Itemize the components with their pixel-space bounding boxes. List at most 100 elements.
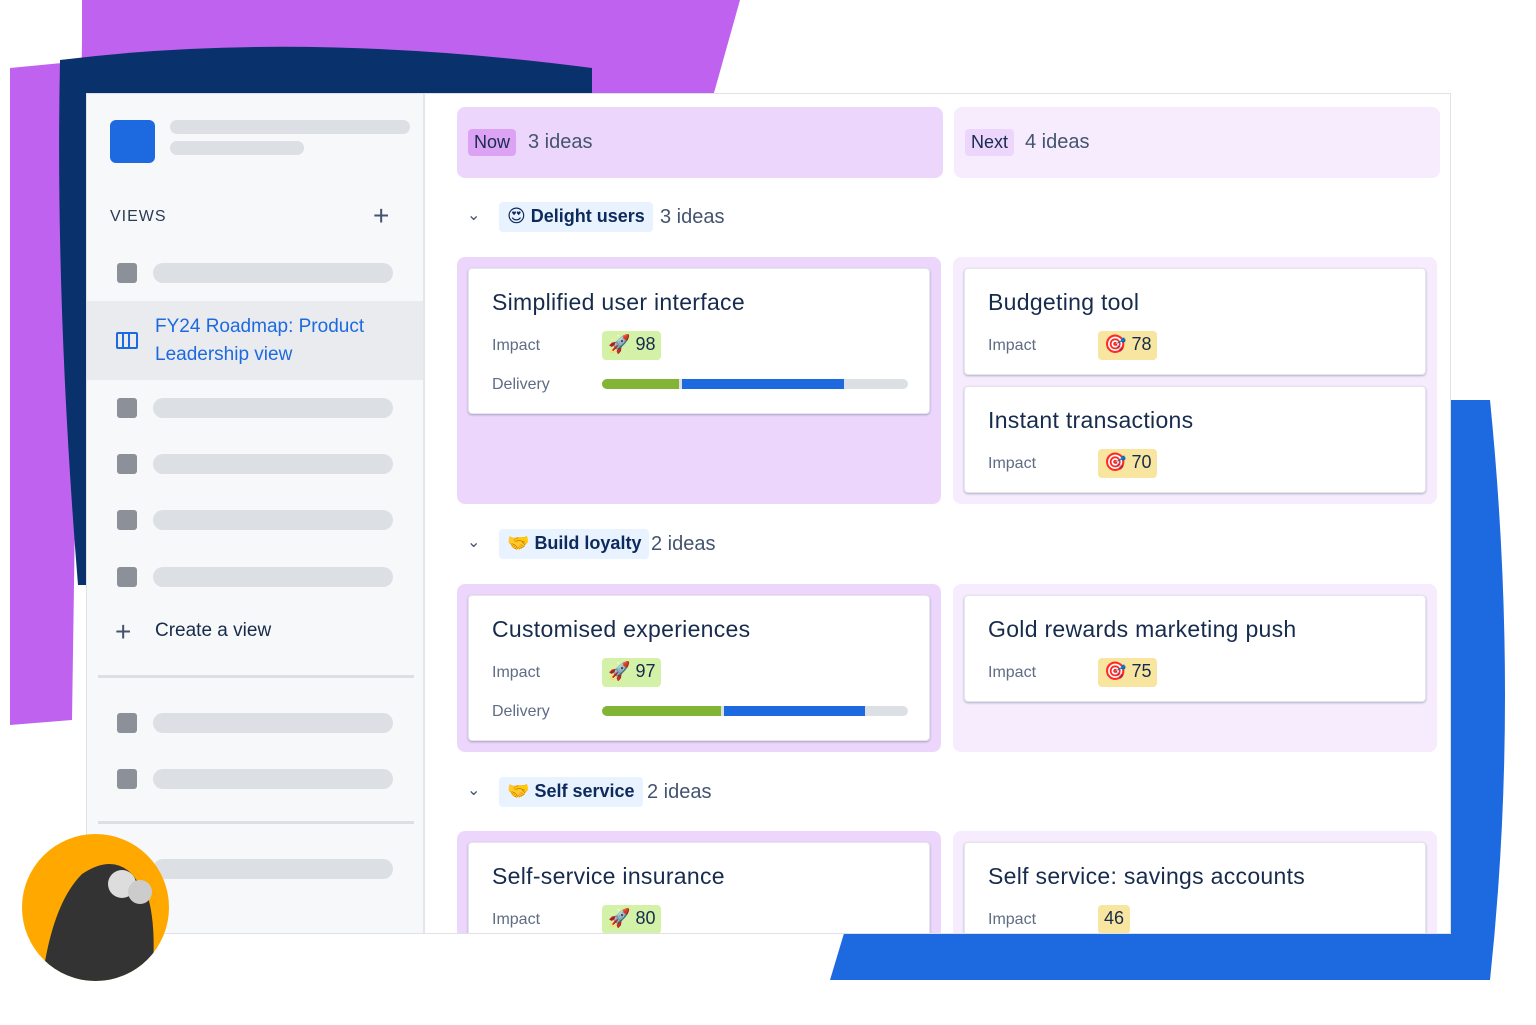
card-title: Gold rewards marketing push	[988, 616, 1297, 642]
impact-label: Impact	[988, 455, 1037, 472]
lane-now: Simplified user interface Impact 🚀 98 De…	[457, 257, 941, 504]
handshake-icon: 🤝	[507, 781, 530, 801]
idea-card[interactable]: Simplified user interface Impact 🚀 98 De…	[468, 268, 930, 414]
group-name: Build loyalty	[534, 533, 642, 553]
impact-label: Impact	[492, 911, 541, 928]
board-columns-icon	[116, 332, 138, 349]
lane-now: Self-service insurance Impact 🚀 80	[457, 831, 941, 933]
impact-badge: 🚀 97	[602, 658, 662, 687]
view-icon	[117, 398, 137, 418]
views-heading: VIEWS	[110, 208, 167, 225]
impact-badge: 🎯 75	[1098, 658, 1158, 687]
chevron-down-icon[interactable]: ⌄	[467, 782, 481, 799]
card-title: Simplified user interface	[492, 289, 745, 315]
group-name: Self service	[534, 781, 635, 801]
idea-card[interactable]: Instant transactions Impact 🎯 70	[964, 386, 1426, 493]
lane-now: Customised experiences Impact 🚀 97 Deliv…	[457, 584, 941, 752]
avatar	[22, 834, 169, 981]
sidebar-item-placeholder[interactable]	[153, 713, 393, 733]
divider	[98, 821, 414, 824]
chevron-down-icon[interactable]: ⌄	[467, 534, 481, 551]
sidebar-item-placeholder[interactable]	[153, 263, 393, 283]
card-title: Self-service insurance	[492, 863, 725, 889]
lane-next: Gold rewards marketing push Impact 🎯 75	[953, 584, 1437, 752]
view-icon	[117, 567, 137, 587]
impact-label: Impact	[492, 337, 541, 354]
impact-label: Impact	[988, 337, 1037, 354]
sidebar-item-placeholder[interactable]	[153, 859, 393, 879]
column-tag: Now	[468, 129, 517, 156]
lane-next: Self service: savings accounts Impact 46	[953, 831, 1437, 933]
impact-badge: 🚀 98	[602, 331, 662, 360]
delivery-label: Delivery	[492, 376, 550, 393]
rocket-icon: 🚀	[608, 908, 631, 928]
group-pill: 😍 Delight users	[499, 202, 653, 232]
delivery-progress-bar	[602, 706, 908, 716]
sidebar-item-placeholder[interactable]	[153, 567, 393, 587]
column-tag: Next	[965, 129, 1015, 156]
create-view-button[interactable]: Create a view	[155, 620, 272, 641]
view-icon	[117, 713, 137, 733]
group-count: 2 ideas	[647, 781, 712, 803]
sidebar-item-placeholder[interactable]	[153, 510, 393, 530]
column-header-now: Now 3 ideas	[457, 107, 943, 178]
sidebar-item-placeholder[interactable]	[153, 769, 393, 789]
sidebar-item-fy24-roadmap[interactable]: FY24 Roadmap: Product Leadership view	[87, 301, 423, 380]
delivery-progress-bar	[602, 379, 908, 389]
in-progress-segment	[724, 706, 866, 716]
card-title: Self service: savings accounts	[988, 863, 1306, 889]
app-logo	[110, 120, 155, 163]
impact-badge: 46	[1098, 905, 1131, 933]
idea-card[interactable]: Self-service insurance Impact 🚀 80	[468, 842, 930, 933]
sidebar-item-placeholder[interactable]	[153, 454, 393, 474]
done-segment	[602, 379, 679, 389]
target-icon: 🎯	[1104, 661, 1127, 681]
view-icon	[117, 263, 137, 283]
sidebar: VIEWS + FY24 Roadmap: Product Leadership…	[87, 94, 425, 933]
group-count: 3 ideas	[660, 206, 725, 228]
impact-label: Impact	[988, 664, 1037, 681]
in-progress-segment	[681, 379, 844, 389]
person-with-binoculars-illustration	[42, 864, 154, 981]
group-name: Delight users	[530, 206, 645, 226]
idea-card[interactable]: Budgeting tool Impact 🎯 78	[964, 268, 1426, 375]
card-title: Budgeting tool	[988, 289, 1140, 315]
sidebar-item-placeholder[interactable]	[153, 398, 393, 418]
impact-badge: 🎯 78	[1098, 331, 1158, 360]
group-pill: 🤝 Self service	[499, 777, 643, 807]
idea-card[interactable]: Customised experiences Impact 🚀 97 Deliv…	[468, 595, 930, 741]
column-header-next: Next 4 ideas	[954, 107, 1440, 178]
card-title: Instant transactions	[988, 407, 1194, 433]
skeleton-subtitle	[170, 141, 304, 155]
handshake-icon: 🤝	[507, 533, 530, 553]
column-count: 4 ideas	[1025, 131, 1090, 153]
idea-card[interactable]: Gold rewards marketing push Impact 🎯 75	[964, 595, 1426, 702]
skeleton-title	[170, 120, 410, 134]
impact-badge: 🚀 80	[602, 905, 662, 933]
idea-card[interactable]: Self service: savings accounts Impact 46	[964, 842, 1426, 933]
card-title: Customised experiences	[492, 616, 751, 642]
column-count: 3 ideas	[528, 131, 593, 153]
impact-badge: 🎯 70	[1098, 449, 1158, 478]
view-icon	[117, 510, 137, 530]
impact-label: Impact	[492, 664, 541, 681]
smiling-heart-eyes-icon: 😍	[507, 206, 526, 226]
view-icon	[117, 769, 137, 789]
sidebar-item-label: FY24 Roadmap: Product Leadership view	[155, 316, 365, 365]
target-icon: 🎯	[1104, 452, 1127, 472]
rocket-icon: 🚀	[608, 334, 631, 354]
chevron-down-icon[interactable]: ⌄	[467, 207, 481, 224]
done-segment	[602, 706, 722, 716]
lane-next: Budgeting tool Impact 🎯 78 Instant trans…	[953, 257, 1437, 504]
plus-icon[interactable]: +	[373, 200, 390, 231]
plus-icon[interactable]: +	[115, 616, 132, 647]
impact-label: Impact	[988, 911, 1037, 928]
view-icon	[117, 454, 137, 474]
delivery-label: Delivery	[492, 703, 550, 720]
target-icon: 🎯	[1104, 334, 1127, 354]
rocket-icon: 🚀	[608, 661, 631, 681]
group-count: 2 ideas	[651, 533, 716, 555]
divider	[98, 675, 414, 678]
app-window: VIEWS + FY24 Roadmap: Product Leadership…	[86, 93, 1451, 934]
